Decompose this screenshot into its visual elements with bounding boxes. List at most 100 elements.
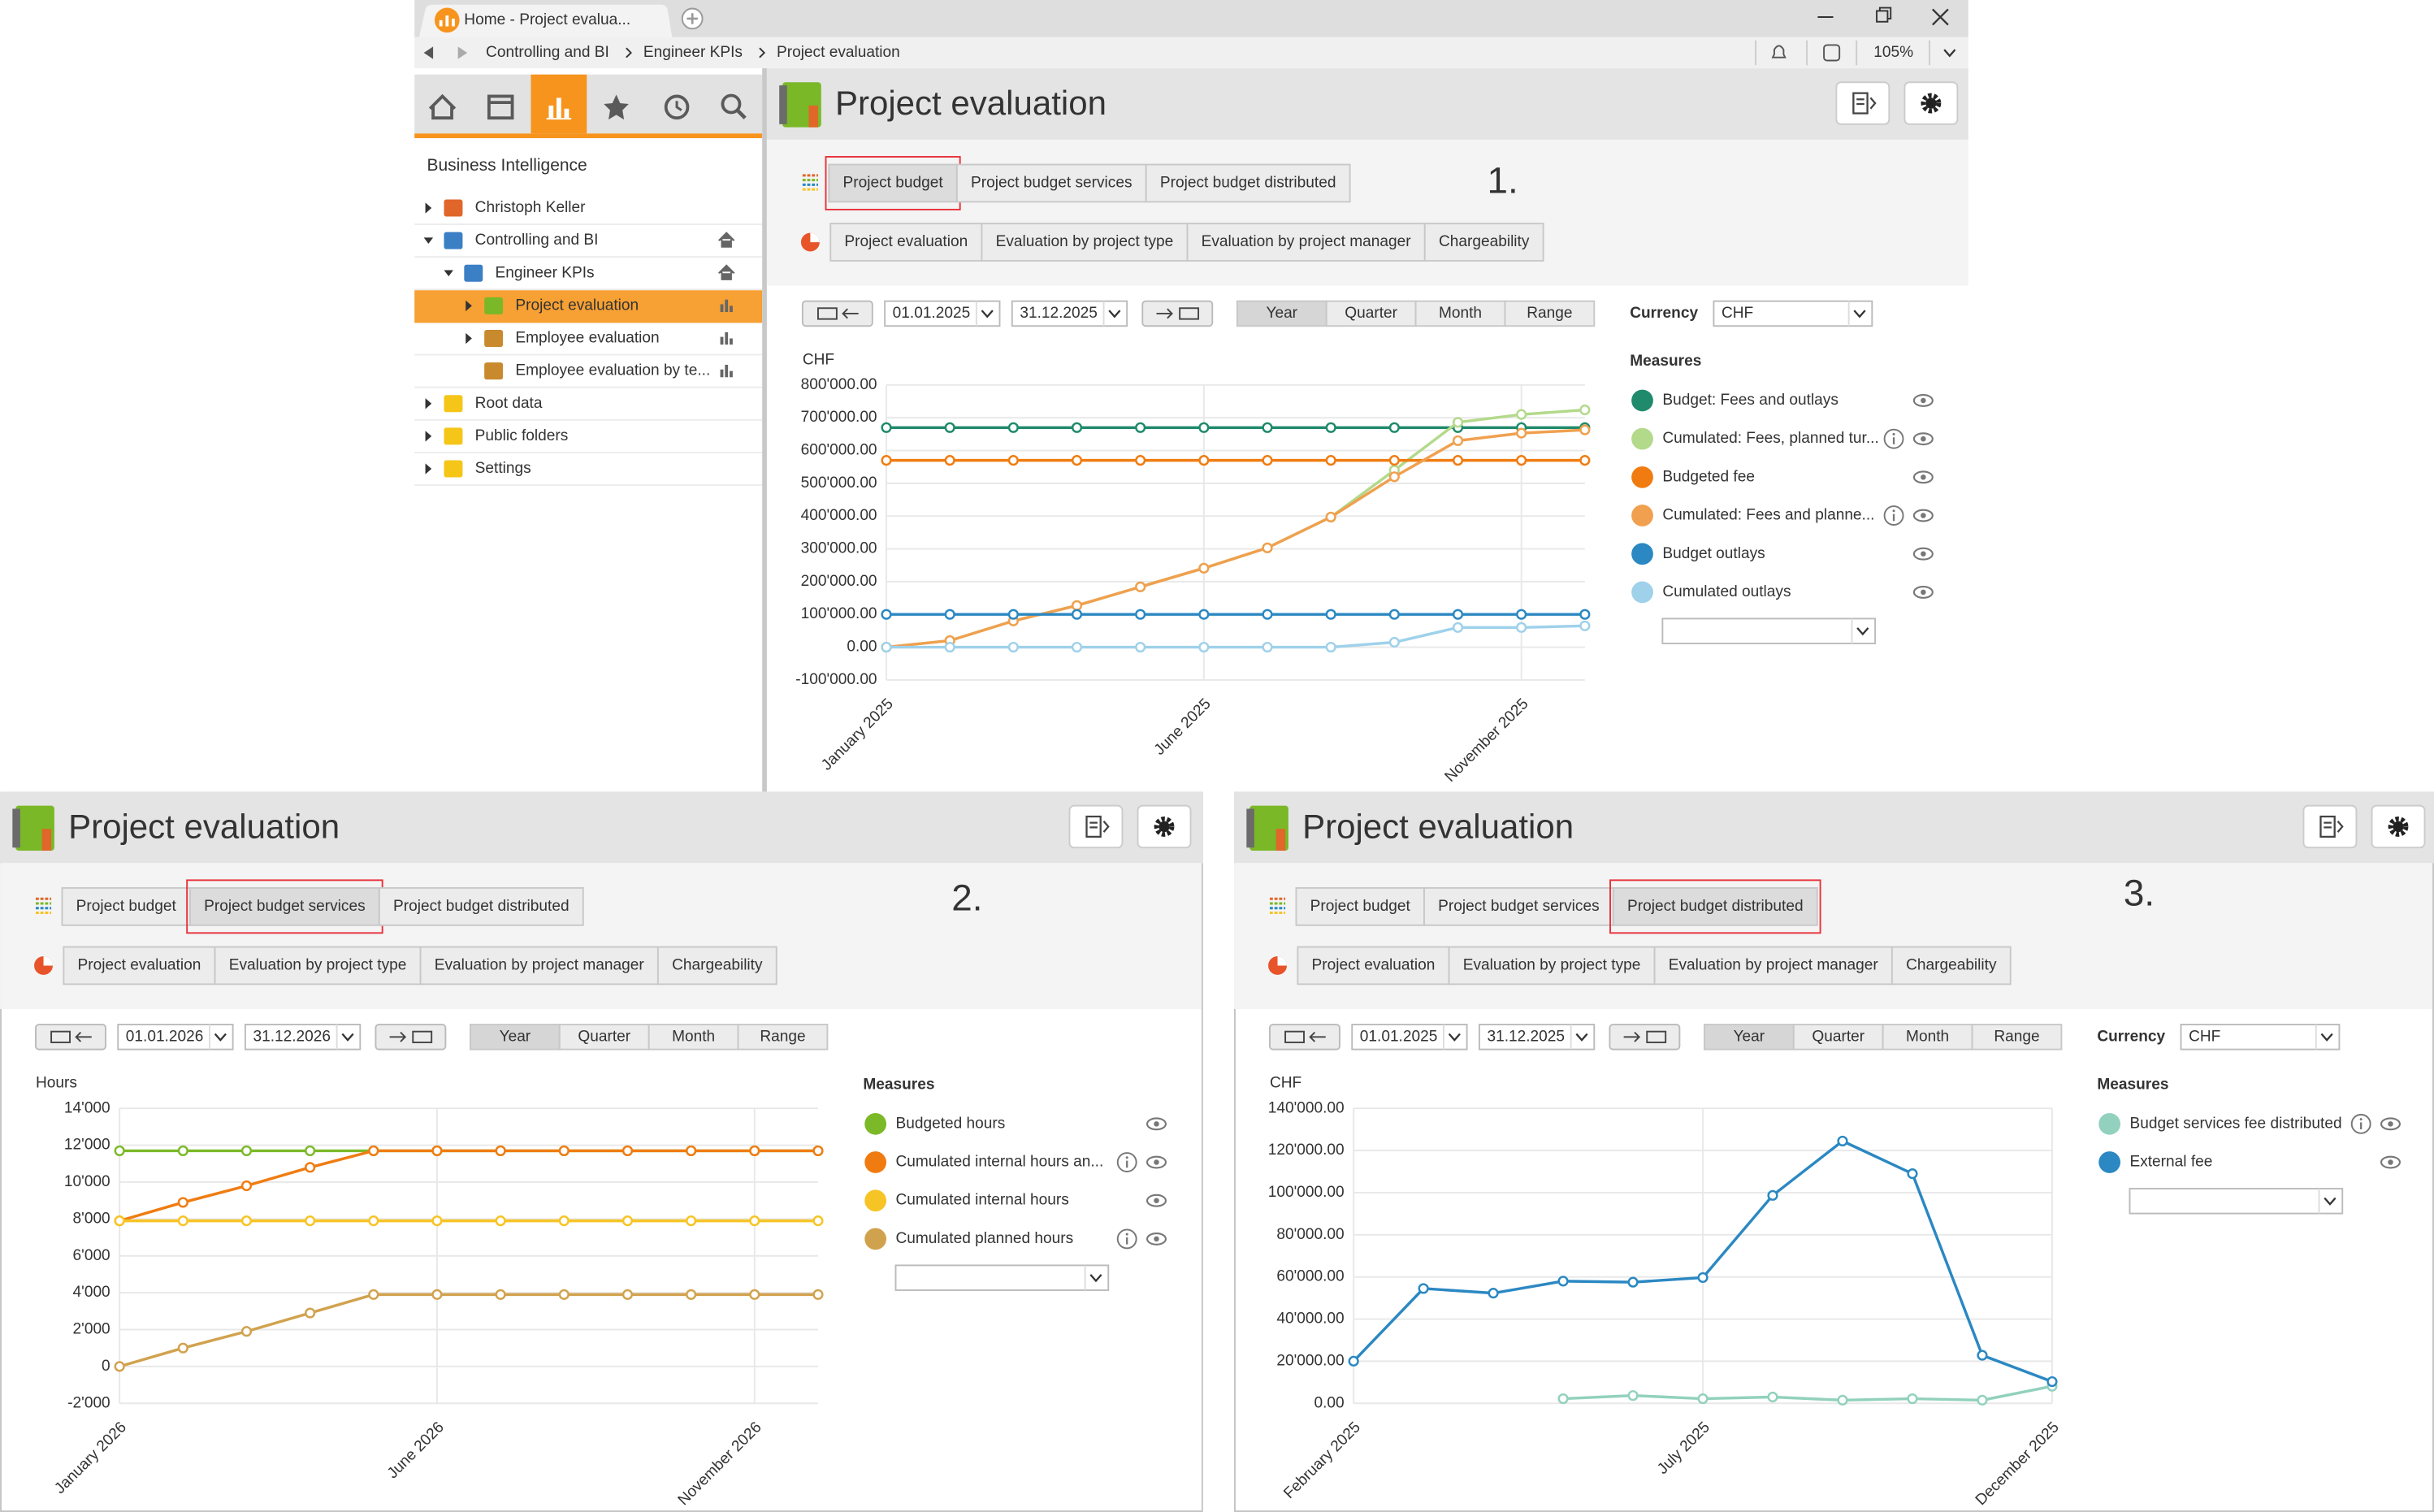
tab-button[interactable] (1186, 223, 1426, 262)
legend-label[interactable]: Budgeted hours (895, 1115, 1005, 1132)
period-button-label[interactable]: Range (1527, 305, 1572, 322)
period-button[interactable] (470, 1024, 561, 1051)
tab-button[interactable] (828, 163, 958, 203)
period-button-label[interactable]: Range (1994, 1028, 2039, 1045)
tree-expander[interactable] (423, 237, 434, 244)
tab-button[interactable] (214, 946, 422, 986)
forward-button[interactable] (457, 46, 468, 59)
tree-expander[interactable] (466, 332, 472, 344)
legend-swatch[interactable] (1631, 505, 1653, 526)
tab-button-label[interactable]: Project budget services (1438, 898, 1599, 915)
breadcrumb-item[interactable]: Engineer KPIs (643, 44, 743, 61)
period-button[interactable] (1703, 1024, 1795, 1051)
date-field[interactable] (1011, 300, 1128, 327)
visibility-icon[interactable] (1912, 394, 1934, 407)
tab-button[interactable] (63, 946, 216, 986)
legend-swatch[interactable] (864, 1228, 887, 1250)
history-icon[interactable] (664, 94, 690, 120)
info-icon[interactable] (1883, 428, 1904, 449)
tree-item-label[interactable]: Project evaluation (515, 297, 639, 314)
date-field[interactable] (884, 300, 1001, 327)
period-button-label[interactable]: Quarter (1812, 1028, 1864, 1045)
legend-label[interactable]: Cumulated internal hours an... (895, 1154, 1103, 1171)
legend-label[interactable]: Cumulated: Fees, planned tur... (1662, 430, 1878, 447)
legend-label[interactable]: Budgeted fee (1662, 468, 1755, 485)
info-icon[interactable] (1116, 1228, 1137, 1250)
period-nav-button[interactable] (1141, 300, 1214, 327)
tab-button[interactable] (981, 223, 1189, 262)
browser-tab[interactable] (418, 4, 673, 37)
legend-label[interactable]: Budget services fee distributed (2129, 1115, 2341, 1132)
legend-swatch[interactable] (1631, 581, 1653, 604)
visibility-icon[interactable] (1146, 1117, 1167, 1131)
tree-item-label[interactable]: Employee evaluation by te... (515, 362, 710, 379)
legend-label[interactable]: Budget: Fees and outlays (1662, 392, 1838, 409)
add-measure-select[interactable] (2129, 1188, 2344, 1215)
tab-button[interactable] (61, 886, 191, 926)
tree-item-label[interactable]: Root data (475, 395, 543, 412)
period-button-label[interactable]: Year (500, 1028, 531, 1045)
visibility-icon[interactable] (1146, 1155, 1167, 1169)
visibility-icon[interactable] (1146, 1194, 1167, 1207)
period-nav-button[interactable] (1609, 1024, 1681, 1051)
legend-label[interactable]: Cumulated: Fees and planne... (1662, 507, 1874, 524)
period-nav-button[interactable] (375, 1024, 447, 1051)
period-button-label[interactable]: Month (1439, 305, 1482, 322)
calendar-icon[interactable] (487, 94, 514, 120)
tab-button[interactable] (1653, 946, 1893, 986)
period-button[interactable] (1236, 300, 1327, 327)
tab-button-label[interactable]: Project budget services (204, 898, 365, 915)
period-button[interactable] (1504, 300, 1596, 327)
period-button-label[interactable]: Quarter (1345, 305, 1397, 322)
date-field[interactable] (117, 1024, 234, 1051)
tab-button[interactable] (829, 223, 983, 262)
legend-swatch[interactable] (864, 1112, 887, 1135)
period-button[interactable] (647, 1024, 739, 1051)
tab-button-label[interactable]: Project budget distributed (1627, 898, 1804, 915)
period-button-label[interactable]: Year (1734, 1028, 1765, 1045)
visibility-icon[interactable] (1146, 1232, 1167, 1246)
currency-select[interactable] (1713, 300, 1873, 327)
favorites-icon[interactable] (604, 94, 629, 120)
period-button-label[interactable]: Range (760, 1028, 805, 1045)
info-icon[interactable] (1883, 505, 1904, 526)
tree-item-label[interactable]: Employee evaluation (515, 330, 659, 347)
info-icon[interactable] (1116, 1152, 1137, 1172)
visibility-icon[interactable] (1912, 585, 1934, 599)
tree-expander[interactable] (425, 463, 432, 474)
period-button-label[interactable]: Month (672, 1028, 715, 1045)
tab-button-label[interactable]: Evaluation by project manager (435, 956, 645, 973)
visibility-icon[interactable] (1912, 547, 1934, 561)
period-button-label[interactable]: Quarter (578, 1028, 630, 1045)
info-button[interactable] (1823, 44, 1841, 62)
tab-button[interactable] (1145, 163, 1351, 203)
legend-label[interactable]: Budget outlays (1662, 545, 1765, 562)
tree-item-label[interactable]: Controlling and BI (475, 232, 599, 249)
period-button[interactable] (1971, 1024, 2063, 1051)
tree-item-label[interactable]: Engineer KPIs (496, 264, 595, 281)
tab-button-label[interactable]: Chargeability (1906, 956, 1997, 973)
legend-swatch[interactable] (1631, 466, 1653, 488)
add-measure-select[interactable] (1661, 617, 1877, 644)
tab-button-label[interactable]: Project budget distributed (393, 898, 570, 915)
period-button[interactable] (1882, 1024, 1973, 1051)
tab-button[interactable] (1295, 886, 1425, 926)
legend-label[interactable]: External fee (2129, 1154, 2212, 1171)
add-measure-select[interactable] (894, 1264, 1110, 1291)
info-icon[interactable] (2350, 1113, 2371, 1134)
search-icon[interactable] (721, 93, 742, 115)
period-button[interactable] (1792, 1024, 1884, 1051)
tab-button[interactable] (1423, 886, 1614, 926)
legend-swatch[interactable] (1631, 389, 1653, 412)
restore-button[interactable] (1876, 10, 1889, 23)
legend-label[interactable]: Cumulated internal hours (895, 1192, 1068, 1209)
period-button[interactable] (737, 1024, 829, 1051)
notification-icon[interactable] (1771, 45, 1787, 58)
visibility-icon[interactable] (1912, 509, 1934, 522)
tab-button-label[interactable]: Project budget (843, 175, 944, 192)
legend-swatch[interactable] (2098, 1112, 2121, 1135)
tab-button-label[interactable]: Project evaluation (844, 233, 968, 250)
tab-button-label[interactable]: Chargeability (672, 956, 763, 973)
tab-button-label[interactable]: Evaluation by project type (1463, 956, 1641, 973)
tab-button[interactable] (1423, 223, 1544, 262)
